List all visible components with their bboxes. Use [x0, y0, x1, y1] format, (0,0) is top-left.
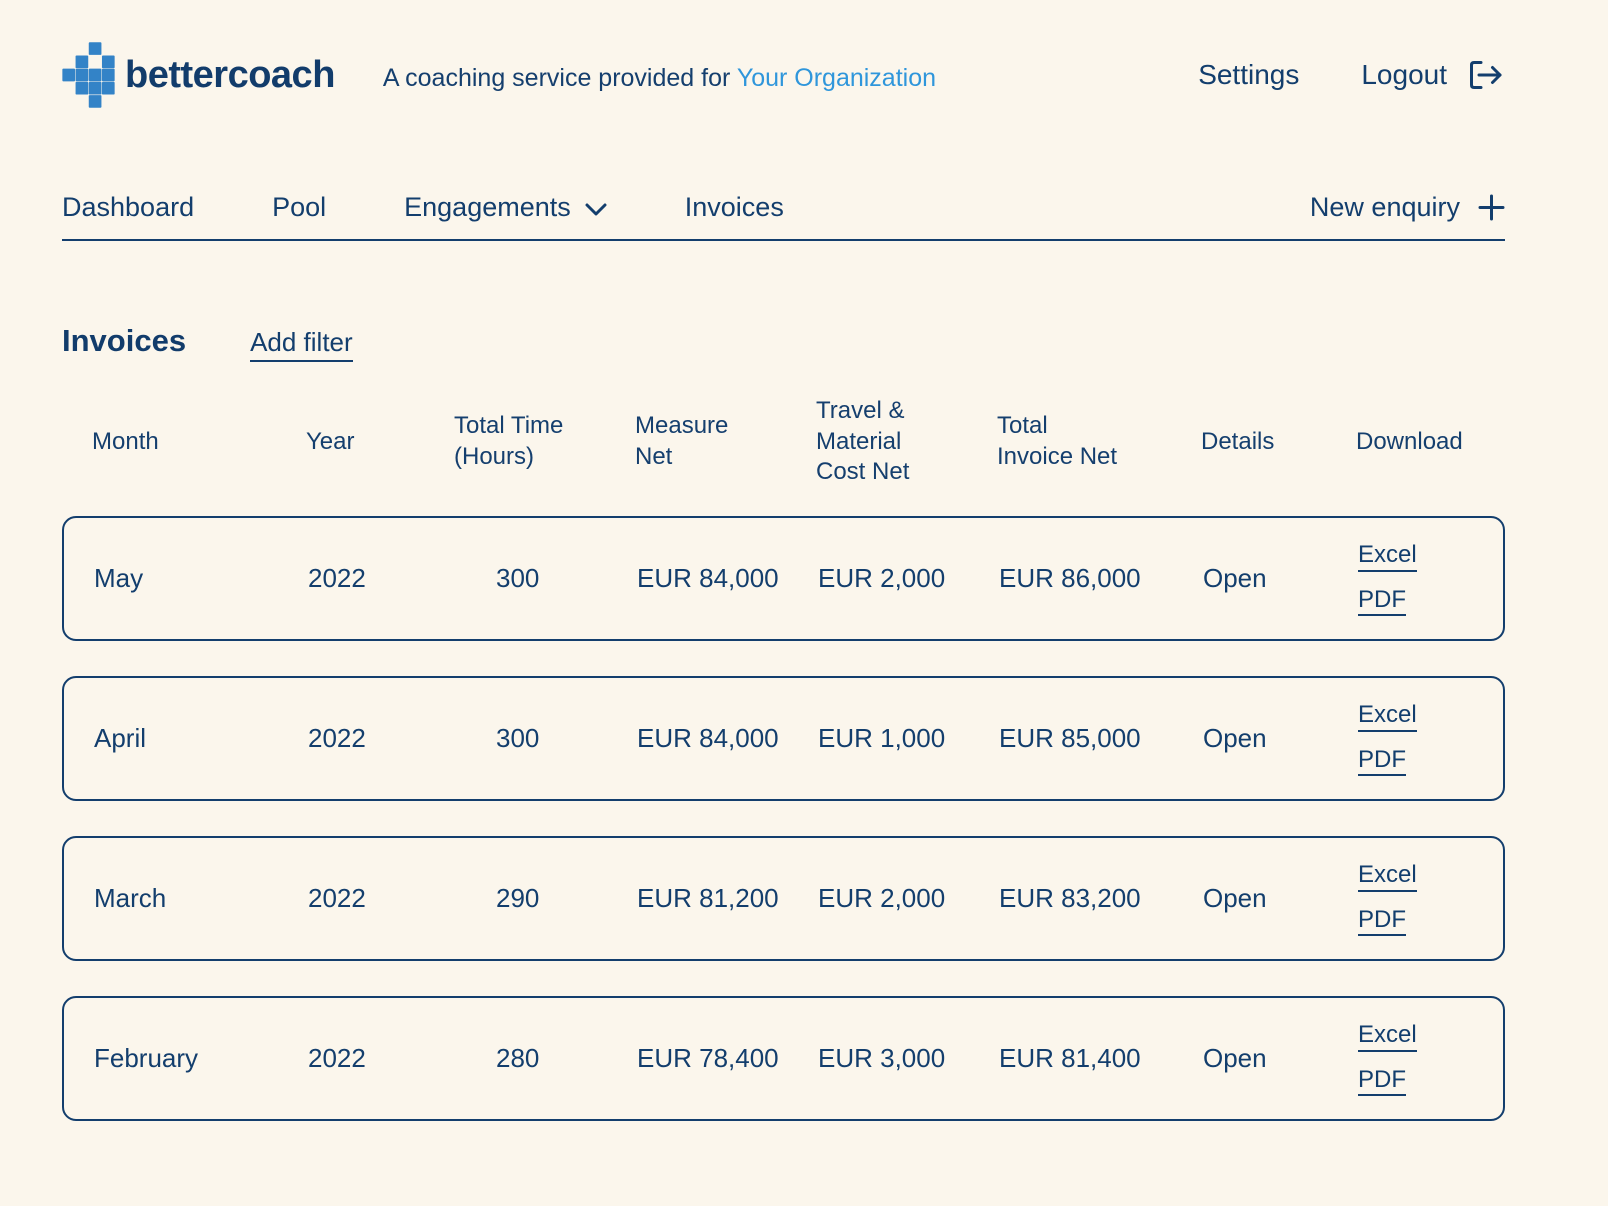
tagline-prefix: A coaching service provided for: [382, 64, 737, 92]
nav-item-dashboard[interactable]: Dashboard: [62, 192, 194, 223]
invoice-travel-material-net: EUR 1,000: [818, 723, 946, 754]
invoice-row-march: March 2022 290 EUR 81,200 EUR 2,000 EUR …: [62, 836, 1505, 962]
brand-name: bettercoach: [125, 53, 335, 96]
download-pdf-link[interactable]: PDF: [1358, 1066, 1406, 1097]
nav-item-engagements[interactable]: Engagements: [404, 192, 607, 223]
nav-pool-label: Pool: [272, 192, 327, 222]
invoice-month: February: [94, 1043, 199, 1074]
nav-item-invoices[interactable]: Invoices: [685, 192, 784, 223]
invoice-details-open-link[interactable]: Open: [1203, 883, 1267, 914]
invoice-row-april: April 2022 300 EUR 84,000 EUR 1,000 EUR …: [62, 676, 1505, 802]
column-header-month: Month: [92, 427, 159, 455]
logout-button[interactable]: Logout: [1361, 59, 1505, 91]
tagline: A coaching service provided for Your Org…: [383, 64, 936, 93]
chevron-down-icon: [585, 203, 607, 216]
invoice-total-invoice-net: EUR 86,000: [999, 563, 1141, 594]
invoice-total-time: 290: [496, 883, 540, 914]
app-header: bettercoach A coaching service provided …: [62, 42, 1505, 108]
invoice-total-invoice-net: EUR 85,000: [999, 723, 1141, 754]
add-filter-link[interactable]: Add filter: [250, 327, 353, 362]
nav-dashboard-label: Dashboard: [62, 192, 195, 222]
invoice-total-invoice-net: EUR 83,200: [999, 883, 1141, 914]
download-excel-link[interactable]: Excel: [1358, 701, 1417, 732]
invoice-total-time: 280: [496, 1043, 540, 1074]
download-excel-link[interactable]: Excel: [1358, 1021, 1417, 1052]
column-header-total-time: Total Time (Hours): [454, 412, 564, 471]
tagline-organization: Your Organization: [736, 64, 937, 92]
invoice-month: May: [94, 563, 144, 594]
invoice-details-open-link[interactable]: Open: [1203, 723, 1267, 754]
invoices-page: bettercoach A coaching service provided …: [62, 42, 1505, 1122]
invoice-total-time: 300: [496, 563, 540, 594]
invoice-measure-net: EUR 84,000: [637, 563, 779, 594]
column-header-measure-net: Measure Net: [635, 412, 729, 471]
invoice-row-may: May 2022 300 EUR 84,000 EUR 2,000 EUR 86…: [62, 516, 1505, 642]
invoice-measure-net: EUR 81,200: [637, 883, 779, 914]
column-header-total-invoice: Total Invoice Net: [997, 412, 1118, 471]
invoice-total-invoice-net: EUR 81,400: [999, 1043, 1141, 1074]
invoice-details-open-link[interactable]: Open: [1203, 1043, 1267, 1074]
new-enquiry-label: New enquiry: [1309, 192, 1460, 222]
download-pdf-link[interactable]: PDF: [1358, 906, 1406, 937]
invoice-download-links: Excel PDF: [1358, 1021, 1483, 1097]
column-header-details: Details: [1201, 427, 1275, 455]
nav-engagements-label: Engagements: [404, 192, 571, 222]
download-pdf-link[interactable]: PDF: [1358, 746, 1406, 777]
invoice-total-time: 300: [496, 723, 540, 754]
nav-item-pool[interactable]: Pool: [272, 192, 326, 223]
header-actions: Settings Logout: [1198, 59, 1505, 91]
download-pdf-link[interactable]: PDF: [1358, 586, 1406, 617]
invoice-year: 2022: [308, 1043, 366, 1074]
column-header-year: Year: [306, 427, 355, 455]
new-enquiry-button[interactable]: New enquiry: [1310, 192, 1505, 223]
main-nav: Dashboard Pool Engagements Invoices New …: [62, 192, 1505, 241]
plus-icon: [1478, 194, 1505, 221]
page-title: Invoices: [62, 323, 187, 358]
invoice-download-links: Excel PDF: [1358, 861, 1483, 937]
invoice-download-links: Excel PDF: [1358, 541, 1483, 617]
download-excel-link[interactable]: Excel: [1358, 861, 1417, 892]
invoice-year: 2022: [308, 883, 366, 914]
title-row: Invoices Add filter: [62, 323, 1505, 362]
settings-button[interactable]: Settings: [1198, 59, 1300, 90]
invoice-travel-material-net: EUR 3,000: [818, 1043, 946, 1074]
invoice-details-open-link[interactable]: Open: [1203, 563, 1267, 594]
invoice-year: 2022: [308, 563, 366, 594]
invoice-measure-net: EUR 84,000: [637, 723, 779, 754]
table-header-row: Month Year Total Time (Hours) Measure Ne…: [62, 396, 1505, 488]
download-excel-link[interactable]: Excel: [1358, 541, 1417, 572]
invoice-travel-material-net: EUR 2,000: [818, 563, 946, 594]
invoice-row-february: February 2022 280 EUR 78,400 EUR 3,000 E…: [62, 996, 1505, 1122]
nav-invoices-label: Invoices: [684, 192, 784, 222]
logout-label: Logout: [1361, 59, 1447, 90]
invoice-month: March: [94, 883, 167, 914]
invoice-month: April: [94, 723, 147, 754]
bettercoach-logo-icon: [62, 42, 115, 108]
invoice-year: 2022: [308, 723, 366, 754]
invoice-travel-material-net: EUR 2,000: [818, 883, 946, 914]
column-header-travel-material: Travel & Material Cost Net: [816, 397, 910, 486]
column-header-download: Download: [1356, 427, 1463, 455]
logout-arrow-icon: [1470, 61, 1502, 89]
invoice-measure-net: EUR 78,400: [637, 1043, 779, 1074]
invoice-download-links: Excel PDF: [1358, 701, 1483, 777]
